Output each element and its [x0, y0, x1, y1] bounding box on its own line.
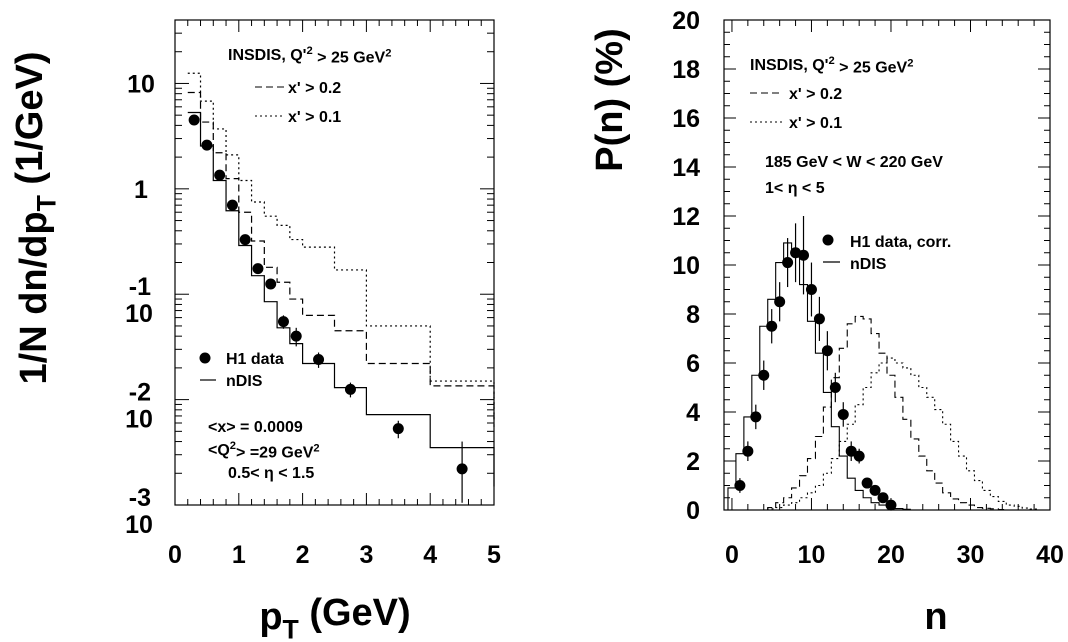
series-dotted-histogram: [767, 357, 1039, 510]
legend-header: INSDIS, Q'2 > 25 GeV2: [750, 55, 913, 77]
series-solid-histogram: [727, 242, 911, 510]
x-tick-label: 5: [487, 541, 501, 569]
data-point: [313, 354, 325, 366]
y-tick-label: 0: [686, 497, 700, 525]
data-point: [885, 499, 897, 511]
y-tick-label: 10: [127, 70, 155, 98]
y-tick-label: 8: [686, 301, 700, 329]
y-tick-label: 6: [686, 350, 700, 378]
data-point: [188, 114, 200, 126]
legend-label: x' > 0.2: [288, 80, 341, 97]
y-axis-title: 1/N dn/dpT (1/GeV): [9, 52, 61, 385]
y-tick-label: 10: [125, 300, 153, 328]
x-tick-label: 3: [359, 541, 373, 569]
data-point: [252, 263, 264, 275]
data-point: [766, 320, 778, 332]
y-tick-label: 16: [672, 105, 700, 133]
y-tick-label: 10: [672, 252, 700, 280]
data-point: [829, 382, 841, 393]
data-point: [782, 257, 794, 269]
annotation: 1< η < 5: [765, 180, 825, 197]
x-tick-label: 2: [296, 541, 310, 569]
data-point: [734, 480, 746, 491]
legend-marker: [199, 352, 211, 364]
data-point: [877, 492, 889, 504]
legend-label: H1 data: [226, 351, 284, 368]
y-tick-label: 14: [672, 154, 700, 182]
data-point: [290, 330, 302, 342]
y-tick-label: 4: [686, 399, 700, 427]
data-point: [750, 411, 762, 423]
legend-label: x' > 0.1: [288, 109, 341, 126]
series-dashed-histogram: [767, 315, 1007, 511]
y-tick-label: 2: [686, 448, 700, 476]
data-point: [798, 249, 810, 261]
series-dashed-histogram: [187, 91, 495, 427]
data-point: [805, 284, 817, 295]
x-tick-label: 30: [957, 541, 985, 569]
right-chart: 0 10 20 30 40 0 2 4 6 8 10 12 14 16 18 20 INSDIS, Q'2 > …: [589, 7, 1064, 638]
legend-header: INSDIS, Q'2 > 25 GeV2: [228, 45, 391, 67]
data-point: [821, 345, 833, 357]
data-point: [239, 234, 251, 246]
data-point: [742, 445, 754, 457]
y-tick-label: 18: [672, 56, 700, 84]
y-tick-exponent: -1: [129, 273, 151, 301]
series-dotted-histogram: [187, 72, 495, 420]
annotation: 185 GeV < W < 220 GeV: [765, 154, 943, 171]
data-point: [214, 169, 226, 181]
annotation: <x> = 0.0009: [208, 419, 303, 436]
x-tick-label: 40: [1036, 541, 1064, 569]
data-point: [201, 139, 213, 151]
legend-label: x' > 0.1: [789, 115, 842, 132]
data-point: [277, 316, 289, 328]
data-point: [265, 278, 277, 290]
data-point: [853, 450, 865, 462]
data-point: [845, 445, 857, 457]
annotation: 0.5< η < 1.5: [228, 465, 314, 482]
data-point: [861, 477, 873, 489]
y-tick-label: 12: [672, 203, 700, 231]
annotation: <Q2> =29 GeV2: [208, 440, 320, 462]
legend-label: nDIS: [850, 256, 887, 273]
x-tick-label: 0: [168, 541, 182, 569]
legend-marker: [822, 234, 834, 246]
x-tick-label: 0: [725, 541, 739, 569]
legend-label: nDIS: [226, 373, 263, 390]
y-tick-exponent: -3: [129, 484, 151, 512]
data-point: [456, 463, 468, 475]
data-point: [813, 313, 825, 325]
data-point: [869, 484, 881, 496]
y-tick-label: 1: [134, 176, 148, 204]
data-point: [344, 383, 356, 395]
legend-label: H1 data, corr.: [850, 234, 951, 251]
y-tick-label: 10: [125, 511, 153, 539]
x-tick-label: 20: [877, 541, 905, 569]
x-tick-label: 1: [232, 541, 246, 569]
y-tick-label: 20: [672, 7, 700, 35]
data-point: [758, 369, 770, 381]
series-solid-histogram: [187, 111, 495, 487]
y-tick-label: 10: [125, 406, 153, 434]
x-tick-label: 10: [798, 541, 826, 569]
x-tick-label: 4: [423, 541, 437, 569]
data-point: [774, 296, 786, 308]
legend-label: x' > 0.2: [789, 86, 842, 103]
y-axis-title: P(n) (%): [589, 28, 631, 172]
data-point: [392, 423, 404, 435]
data-point: [837, 408, 849, 420]
data-point: [226, 199, 238, 211]
x-axis-title: pT (GeV): [259, 592, 410, 642]
y-tick-exponent: -2: [129, 379, 151, 407]
x-axis-title: n: [924, 596, 947, 638]
